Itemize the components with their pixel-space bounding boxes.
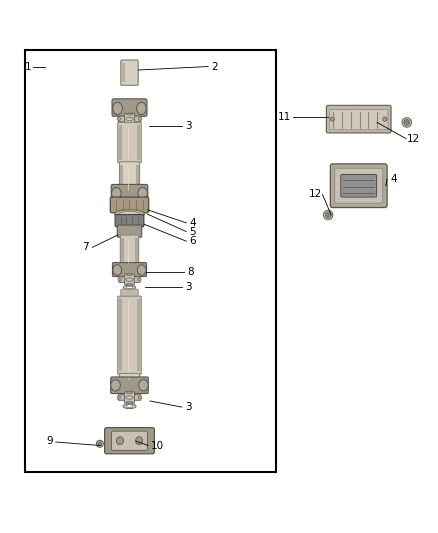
Ellipse shape bbox=[383, 117, 387, 122]
FancyBboxPatch shape bbox=[111, 184, 148, 201]
Bar bbox=[25, 51, 276, 472]
FancyBboxPatch shape bbox=[117, 225, 142, 237]
Ellipse shape bbox=[136, 437, 143, 445]
Ellipse shape bbox=[404, 119, 410, 125]
FancyBboxPatch shape bbox=[335, 168, 383, 203]
FancyBboxPatch shape bbox=[112, 99, 147, 116]
Ellipse shape bbox=[111, 379, 120, 391]
Bar bbox=[121, 238, 124, 263]
Text: 4: 4 bbox=[390, 174, 397, 184]
FancyBboxPatch shape bbox=[125, 274, 134, 285]
FancyBboxPatch shape bbox=[330, 164, 387, 207]
FancyBboxPatch shape bbox=[120, 374, 140, 383]
Text: 11: 11 bbox=[278, 112, 291, 122]
Ellipse shape bbox=[112, 188, 121, 199]
Ellipse shape bbox=[138, 396, 142, 399]
FancyBboxPatch shape bbox=[122, 130, 138, 140]
Ellipse shape bbox=[113, 265, 122, 275]
FancyBboxPatch shape bbox=[121, 289, 138, 299]
Text: 9: 9 bbox=[46, 436, 53, 446]
FancyBboxPatch shape bbox=[118, 296, 141, 374]
FancyBboxPatch shape bbox=[329, 109, 388, 130]
Ellipse shape bbox=[96, 440, 103, 447]
Ellipse shape bbox=[138, 188, 148, 199]
Ellipse shape bbox=[126, 126, 133, 128]
Ellipse shape bbox=[117, 396, 121, 399]
Text: 2: 2 bbox=[211, 61, 218, 71]
FancyBboxPatch shape bbox=[115, 215, 144, 227]
Ellipse shape bbox=[113, 102, 122, 115]
Ellipse shape bbox=[126, 286, 133, 289]
FancyBboxPatch shape bbox=[124, 113, 134, 125]
Bar bbox=[137, 125, 141, 159]
Text: 12: 12 bbox=[406, 134, 420, 143]
FancyBboxPatch shape bbox=[120, 161, 140, 193]
Ellipse shape bbox=[126, 396, 133, 399]
Ellipse shape bbox=[137, 102, 146, 115]
Text: 10: 10 bbox=[150, 440, 163, 450]
Ellipse shape bbox=[127, 284, 132, 285]
Text: 12: 12 bbox=[308, 189, 321, 199]
FancyBboxPatch shape bbox=[110, 197, 149, 213]
Ellipse shape bbox=[126, 392, 133, 393]
Ellipse shape bbox=[98, 442, 102, 446]
FancyBboxPatch shape bbox=[118, 395, 141, 400]
Text: 3: 3 bbox=[185, 402, 192, 412]
Ellipse shape bbox=[402, 118, 412, 127]
Ellipse shape bbox=[124, 285, 136, 289]
Ellipse shape bbox=[126, 117, 133, 120]
Ellipse shape bbox=[138, 117, 142, 120]
Ellipse shape bbox=[323, 210, 333, 220]
Ellipse shape bbox=[119, 212, 140, 217]
Ellipse shape bbox=[115, 210, 145, 219]
Ellipse shape bbox=[139, 379, 148, 391]
Ellipse shape bbox=[330, 117, 335, 122]
Text: 3: 3 bbox=[185, 121, 192, 131]
Text: 8: 8 bbox=[187, 266, 194, 277]
FancyBboxPatch shape bbox=[105, 427, 154, 454]
Bar bbox=[119, 299, 122, 372]
FancyBboxPatch shape bbox=[118, 123, 141, 163]
FancyBboxPatch shape bbox=[113, 263, 147, 277]
Bar bbox=[120, 165, 123, 190]
FancyBboxPatch shape bbox=[341, 174, 377, 197]
Ellipse shape bbox=[138, 265, 146, 275]
FancyBboxPatch shape bbox=[124, 392, 134, 403]
Bar bbox=[137, 299, 141, 372]
Ellipse shape bbox=[117, 117, 121, 120]
Text: 4: 4 bbox=[190, 218, 196, 228]
Ellipse shape bbox=[118, 278, 121, 281]
Ellipse shape bbox=[325, 212, 331, 218]
FancyBboxPatch shape bbox=[120, 235, 139, 266]
Text: 5: 5 bbox=[190, 227, 196, 237]
FancyBboxPatch shape bbox=[111, 377, 148, 393]
Bar bbox=[120, 376, 123, 380]
Ellipse shape bbox=[117, 437, 124, 445]
Bar bbox=[135, 238, 138, 263]
Ellipse shape bbox=[126, 405, 133, 408]
Bar bbox=[119, 125, 122, 159]
Ellipse shape bbox=[123, 404, 136, 409]
Ellipse shape bbox=[126, 113, 133, 115]
FancyBboxPatch shape bbox=[121, 60, 138, 85]
FancyBboxPatch shape bbox=[119, 277, 140, 282]
Text: 7: 7 bbox=[82, 243, 89, 252]
Bar bbox=[136, 165, 139, 190]
Ellipse shape bbox=[126, 278, 133, 281]
FancyBboxPatch shape bbox=[118, 116, 141, 122]
Ellipse shape bbox=[138, 278, 141, 281]
Text: 6: 6 bbox=[190, 236, 196, 246]
Text: 1: 1 bbox=[25, 61, 31, 71]
Bar bbox=[122, 63, 125, 82]
Bar bbox=[136, 376, 139, 380]
Ellipse shape bbox=[127, 274, 132, 276]
Text: 3: 3 bbox=[185, 282, 192, 293]
FancyBboxPatch shape bbox=[112, 431, 148, 450]
Ellipse shape bbox=[126, 401, 133, 403]
Ellipse shape bbox=[124, 125, 136, 129]
FancyBboxPatch shape bbox=[326, 106, 391, 133]
Ellipse shape bbox=[126, 123, 133, 125]
